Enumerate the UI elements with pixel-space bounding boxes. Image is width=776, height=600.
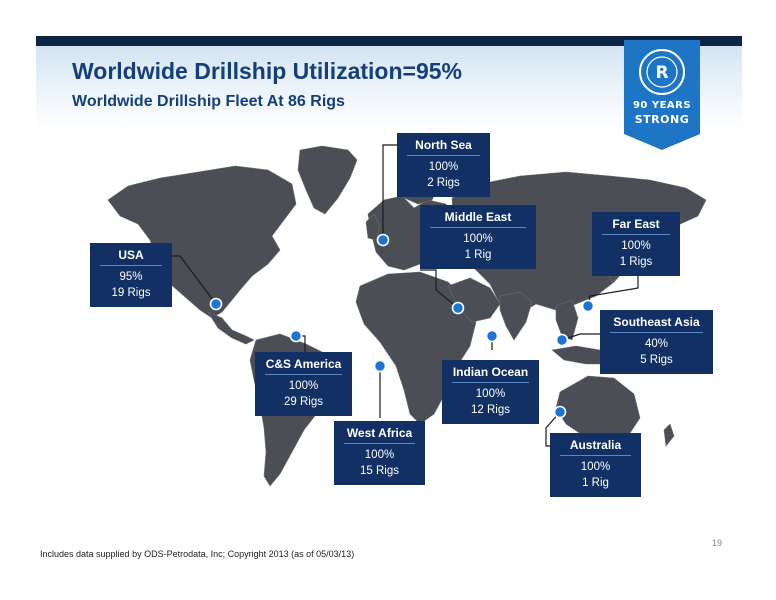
region-rigs: 1 Rig <box>582 477 609 489</box>
marker-usa <box>209 297 223 311</box>
new-zealand <box>663 423 675 447</box>
marker-north-sea <box>376 233 390 247</box>
region-name: Indian Ocean <box>452 365 529 379</box>
region-underline <box>407 155 480 156</box>
marker-cs-america <box>289 329 303 343</box>
indochina <box>555 299 579 341</box>
region-underline <box>100 265 162 266</box>
callout-west-africa: West Africa 100% 15 Rigs <box>334 421 425 485</box>
line-north-sea <box>382 144 397 240</box>
callout-middle-east: Middle East 100% 1 Rig <box>420 205 536 269</box>
region-rigs: 15 Rigs <box>360 465 399 477</box>
region-name: USA <box>118 248 144 262</box>
callout-southeast-asia: Southeast Asia 40% 5 Rigs <box>600 310 713 374</box>
region-utilization: 100% <box>475 388 506 400</box>
badge-logo-letter: R <box>655 63 668 83</box>
line-southeast-asia <box>561 333 600 341</box>
region-name: C&S America <box>265 357 342 371</box>
region-utilization: 100% <box>463 233 493 245</box>
marker-far-east <box>581 299 595 313</box>
top-bar <box>36 36 742 46</box>
callout-usa: USA 95% 19 Rigs <box>90 243 172 307</box>
region-rigs: 29 Rigs <box>284 396 323 408</box>
region-name: Southeast Asia <box>613 315 700 329</box>
uk <box>365 213 381 241</box>
region-name: North Sea <box>415 138 472 152</box>
callout-north-sea: North Sea 100% 2 Rigs <box>397 133 490 197</box>
footnote: Includes data supplied by ODS-Petrodata,… <box>40 549 355 559</box>
region-utilization: 100% <box>288 380 319 392</box>
region-underline <box>452 382 529 383</box>
anniversary-badge: R 90 YEARS STRONG <box>624 40 700 150</box>
line-australia <box>545 411 561 447</box>
region-utilization: 100% <box>428 161 459 173</box>
region-name: Far East <box>612 217 660 231</box>
central-america <box>207 311 255 345</box>
badge-line-2: STRONG <box>634 113 690 126</box>
region-utilization: 40% <box>644 338 669 350</box>
region-rigs: 19 Rigs <box>111 287 151 299</box>
slide-title: Worldwide Drillship Utilization=95% <box>72 58 462 84</box>
region-rigs: 2 Rigs <box>427 177 460 189</box>
region-name: Australia <box>569 438 622 452</box>
callout-australia: Australia 100% 1 Rig <box>550 433 641 497</box>
region-underline <box>602 234 670 235</box>
region-utilization: 100% <box>580 461 611 473</box>
line-usa <box>172 255 217 305</box>
region-rigs: 1 Rigs <box>619 256 653 268</box>
badge-shape: R <box>624 40 700 150</box>
india <box>499 291 533 341</box>
region-underline <box>560 455 631 456</box>
region-rigs: 1 Rig <box>464 249 492 261</box>
marker-middle-east <box>451 301 465 315</box>
region-name: West Africa <box>346 426 413 440</box>
region-underline <box>610 332 703 333</box>
callout-far-east: Far East 100% 1 Rigs <box>592 212 680 276</box>
location-markers <box>209 233 595 419</box>
page-number: 19 <box>712 538 723 548</box>
region-utilization: 100% <box>621 240 651 252</box>
slide-subtitle: Worldwide Drillship Fleet At 86 Rigs <box>72 93 345 110</box>
region-rigs: 5 Rigs <box>640 354 673 366</box>
callout-indian-ocean: Indian Ocean 100% 12 Rigs <box>442 360 539 424</box>
greenland <box>297 145 358 215</box>
marker-australia <box>553 405 567 419</box>
region-underline <box>430 227 526 228</box>
badge-line-1: 90 YEARS <box>632 100 692 111</box>
marker-west-africa <box>373 359 387 373</box>
region-underline <box>344 443 415 444</box>
callout-cs-america: C&S America 100% 29 Rigs <box>255 352 352 416</box>
region-rigs: 12 Rigs <box>471 404 510 416</box>
marker-indian-ocean <box>485 329 499 343</box>
callout-lines <box>172 144 639 447</box>
region-name: Middle East <box>444 210 512 224</box>
region-utilization: 95% <box>119 271 143 283</box>
region-utilization: 100% <box>364 449 395 461</box>
region-underline <box>265 374 342 375</box>
line-middle-east <box>420 269 459 309</box>
marker-southeast-asia <box>555 333 569 347</box>
